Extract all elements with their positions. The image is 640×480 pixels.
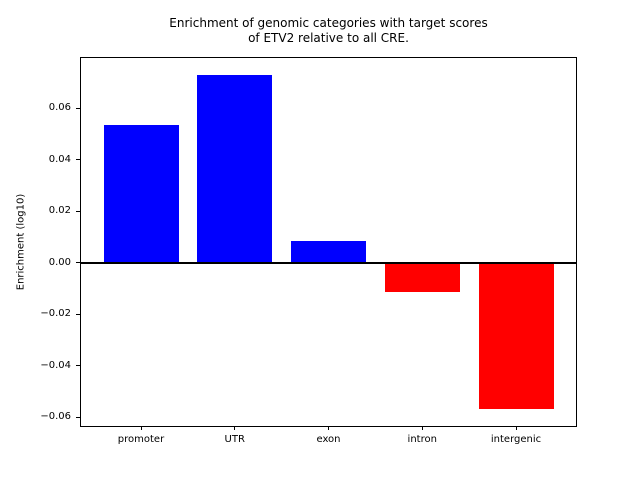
x-tick-label: promoter [117,434,165,445]
y-tick-mark [76,210,80,212]
x-tick-label: UTR [224,434,245,445]
y-tick-mark [76,416,80,418]
y-tick-mark [76,262,80,264]
y-tick-mark [76,313,80,315]
y-tick-mark [76,365,80,367]
bar-intron [384,262,460,293]
y-tick-label: 0.02 [48,205,71,217]
chart-title: Enrichment of genomic categories with ta… [80,16,577,46]
x-tick-mark [515,426,517,430]
x-tick-mark [421,426,423,430]
y-tick-label: −0.06 [40,411,71,423]
x-tick-label: exon [316,434,341,445]
chart-title-line-2: of ETV2 relative to all CRE. [248,31,409,45]
y-tick-mark [76,159,80,161]
y-tick-label: 0.06 [48,102,71,114]
x-tick-label: intron [407,434,437,445]
y-tick-label: −0.04 [40,359,71,371]
x-tick-mark [328,426,329,430]
x-tick-mark [234,426,236,430]
bar-UTR [197,74,273,263]
x-tick-mark [140,426,142,430]
bar-promoter [103,124,179,263]
y-tick-label: −0.02 [40,308,71,320]
y-tick-label: 0.00 [48,256,71,268]
y-tick-label: 0.04 [48,153,71,165]
bar-exon [291,241,366,263]
plot-area: promoter UTR exon intron intergenic 0.06 0.04 0… [40,57,577,445]
bar-intergenic [478,262,554,409]
y-tick-mark [76,107,80,109]
zero-line [81,261,576,264]
chart-title-line-1: Enrichment of genomic categories with ta… [169,16,488,30]
x-tick-label: intergenic [490,434,542,445]
